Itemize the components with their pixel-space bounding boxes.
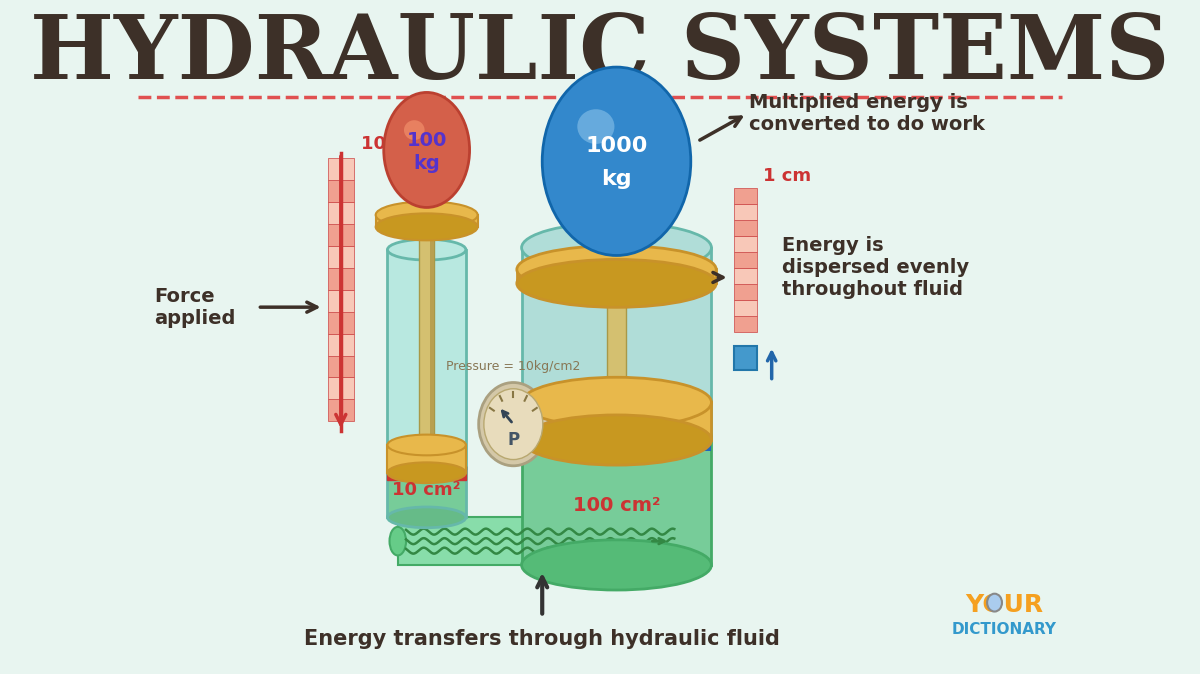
- Text: 1000: 1000: [586, 136, 648, 156]
- Bar: [388, 466, 466, 480]
- Bar: [388, 249, 466, 468]
- Text: HYDRAULIC SYSTEMS: HYDRAULIC SYSTEMS: [30, 11, 1170, 98]
- Bar: [522, 435, 712, 451]
- Text: kg: kg: [413, 154, 440, 173]
- Bar: [517, 270, 716, 283]
- Ellipse shape: [522, 540, 712, 590]
- Bar: [733, 188, 757, 204]
- Text: 10 cm: 10 cm: [361, 135, 421, 152]
- Bar: [522, 402, 712, 440]
- Bar: [328, 355, 354, 377]
- Bar: [328, 246, 354, 268]
- Ellipse shape: [522, 410, 712, 460]
- Ellipse shape: [517, 245, 716, 293]
- Ellipse shape: [388, 507, 466, 528]
- Circle shape: [479, 383, 548, 466]
- Ellipse shape: [542, 67, 691, 255]
- Bar: [328, 181, 354, 202]
- Ellipse shape: [388, 435, 466, 456]
- Bar: [733, 284, 757, 300]
- Bar: [328, 377, 354, 399]
- Ellipse shape: [388, 458, 466, 478]
- Ellipse shape: [388, 462, 466, 483]
- Bar: [733, 204, 757, 220]
- Text: kg: kg: [601, 169, 632, 189]
- Bar: [733, 268, 757, 284]
- Bar: [733, 252, 757, 268]
- Ellipse shape: [390, 527, 406, 555]
- Ellipse shape: [376, 214, 478, 241]
- Text: Force
applied: Force applied: [155, 286, 235, 328]
- Circle shape: [484, 389, 542, 460]
- Bar: [328, 290, 354, 311]
- Text: YOUR: YOUR: [965, 592, 1044, 617]
- Ellipse shape: [522, 411, 712, 461]
- Ellipse shape: [522, 415, 712, 465]
- Ellipse shape: [674, 527, 691, 555]
- Circle shape: [988, 594, 1002, 611]
- Text: 1 cm: 1 cm: [763, 167, 811, 185]
- Bar: [397, 518, 683, 565]
- Text: 100 cm²: 100 cm²: [572, 496, 660, 515]
- Bar: [522, 247, 712, 436]
- Bar: [430, 227, 434, 445]
- Text: 100: 100: [407, 131, 446, 150]
- Text: Energy is
dispersed evenly
throughout fluid: Energy is dispersed evenly throughout fl…: [781, 236, 968, 299]
- Text: DICTIONARY: DICTIONARY: [952, 622, 1057, 637]
- Bar: [733, 316, 757, 332]
- Ellipse shape: [388, 239, 466, 260]
- Ellipse shape: [577, 109, 614, 144]
- Ellipse shape: [404, 120, 425, 140]
- Bar: [733, 300, 757, 316]
- Text: 10 cm²: 10 cm²: [392, 481, 461, 499]
- Bar: [607, 283, 626, 402]
- Bar: [419, 227, 434, 445]
- Ellipse shape: [376, 202, 478, 228]
- Text: P: P: [508, 431, 520, 449]
- Ellipse shape: [517, 259, 716, 307]
- Ellipse shape: [522, 377, 712, 427]
- Text: Pressure = 10kg/cm2: Pressure = 10kg/cm2: [446, 360, 581, 373]
- Bar: [328, 334, 354, 355]
- Bar: [328, 399, 354, 421]
- Bar: [328, 202, 354, 224]
- Bar: [733, 236, 757, 252]
- Bar: [328, 224, 354, 246]
- Bar: [376, 215, 478, 227]
- Text: Multiplied energy is
converted to do work: Multiplied energy is converted to do wor…: [749, 93, 984, 134]
- Bar: [733, 220, 757, 236]
- Ellipse shape: [384, 92, 469, 208]
- Bar: [328, 268, 354, 290]
- Text: Energy transfers through hydraulic fluid: Energy transfers through hydraulic fluid: [305, 630, 780, 649]
- Ellipse shape: [522, 222, 712, 273]
- Bar: [328, 158, 354, 181]
- Bar: [733, 346, 757, 369]
- Bar: [522, 436, 712, 565]
- Bar: [388, 468, 466, 518]
- Bar: [328, 311, 354, 334]
- Bar: [388, 445, 466, 472]
